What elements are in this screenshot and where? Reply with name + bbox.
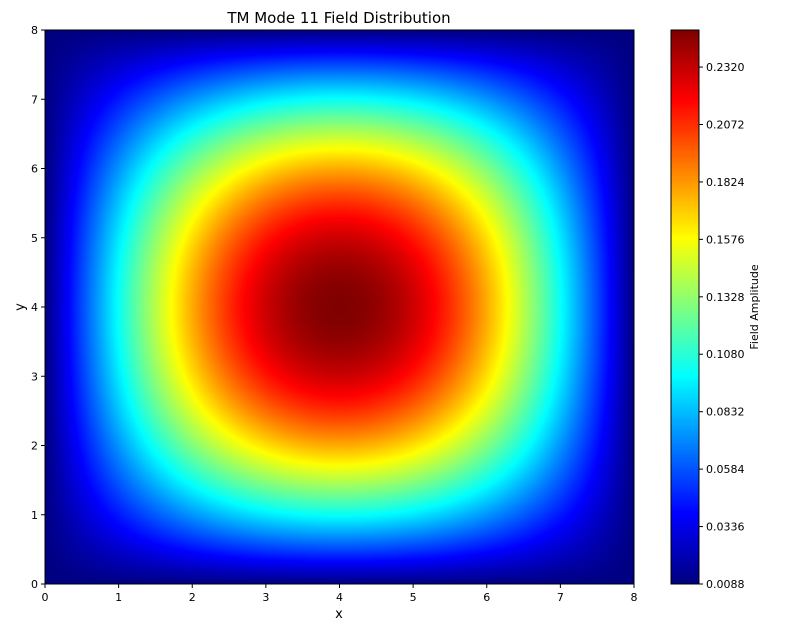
y-tick-label: 6: [31, 163, 38, 176]
colorbar-tick-label: 0.2320: [706, 61, 745, 74]
colorbar-ticks: 0.0088 0.0336 0.0584 0.0832 0.1080 0.1328 0.15…: [699, 61, 745, 591]
colorbar-gradient: [671, 30, 699, 584]
x-tick-label: 1: [115, 591, 122, 604]
heatmap-plot-area: [45, 30, 634, 584]
colorbar-frame: [670, 29, 700, 585]
x-axis-ticks: 0 1 2 3 4 5 6 7 8: [42, 584, 638, 604]
x-tick-label: 5: [410, 591, 417, 604]
plot-frame: [44, 29, 635, 585]
y-tick-label: 8: [31, 24, 38, 37]
x-tick-label: 4: [336, 591, 343, 604]
y-tick-label: 1: [31, 509, 38, 522]
colorbar-tick-label: 0.1328: [706, 291, 745, 304]
y-axis-label: y: [13, 303, 28, 311]
x-tick-label: 6: [483, 591, 490, 604]
x-tick-label: 2: [189, 591, 196, 604]
colorbar-tick-label: 0.0584: [706, 463, 745, 476]
colorbar-tick-label: 0.0832: [706, 406, 745, 419]
colorbar-tick-label: 0.1576: [706, 233, 745, 246]
chart-title: TM Mode 11 Field Distribution: [226, 9, 450, 27]
y-tick-label: 7: [31, 93, 38, 106]
y-tick-label: 4: [31, 301, 38, 314]
y-tick-label: 0: [31, 578, 38, 591]
x-tick-label: 3: [262, 591, 269, 604]
y-axis-ticks: 0 1 2 3 4 5 6 7 8: [31, 24, 45, 591]
colorbar-tick-label: 0.2072: [706, 118, 745, 131]
x-axis-label: x: [335, 607, 343, 622]
x-tick-label: 0: [42, 591, 49, 604]
x-tick-label: 7: [557, 591, 564, 604]
y-tick-label: 5: [31, 232, 38, 245]
colorbar-label: Field Amplitude: [748, 264, 761, 349]
y-tick-label: 3: [31, 370, 38, 383]
colorbar-tick-label: 0.1080: [706, 348, 745, 361]
colorbar-tick-label: 0.0336: [706, 521, 745, 534]
y-tick-label: 2: [31, 440, 38, 453]
colorbar-tick-label: 0.1824: [706, 176, 745, 189]
x-tick-label: 8: [631, 591, 638, 604]
colorbar-tick-label: 0.0088: [706, 578, 745, 591]
